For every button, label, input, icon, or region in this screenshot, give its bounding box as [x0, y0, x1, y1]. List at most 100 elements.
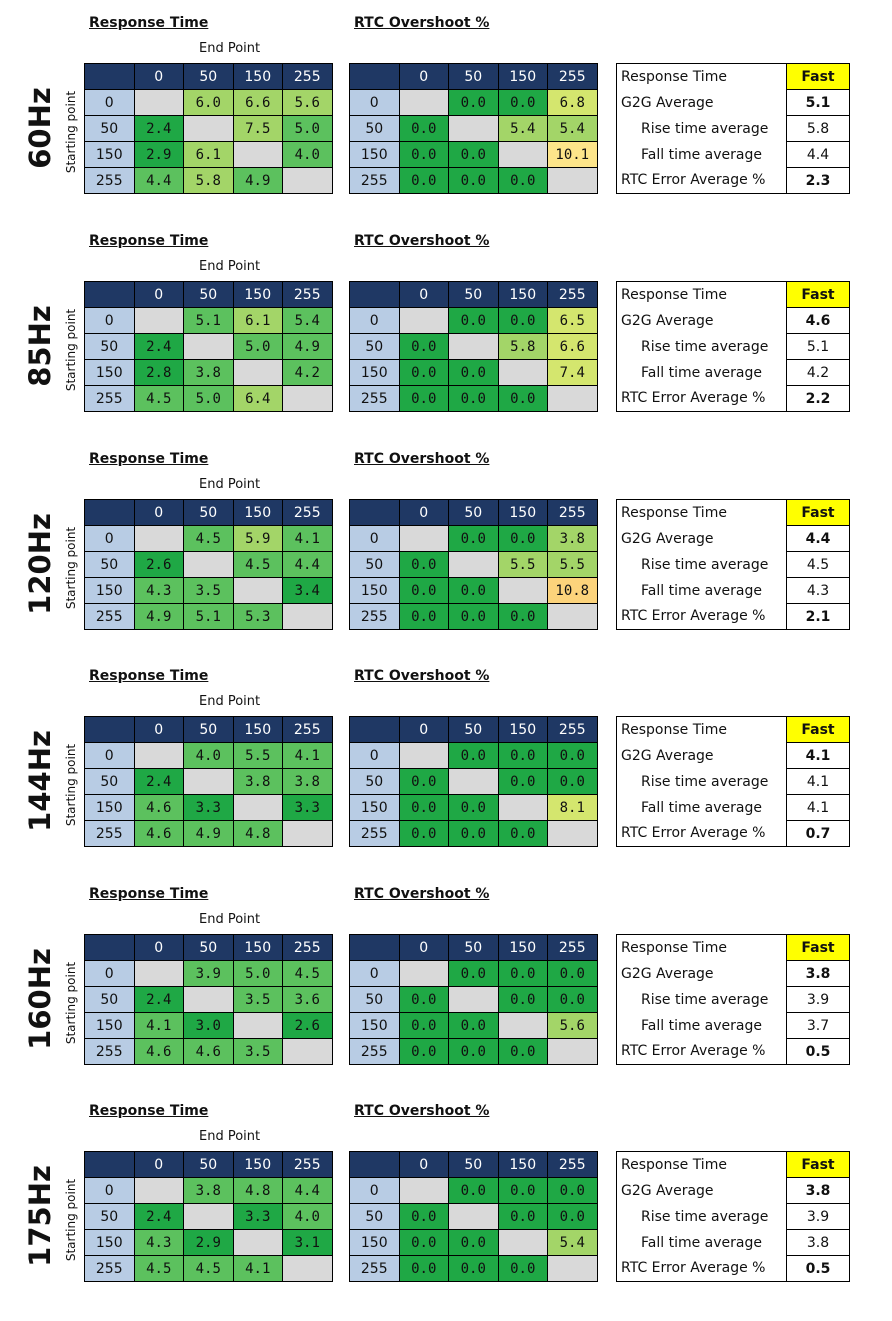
summary-row: Response Time Fast	[616, 281, 850, 308]
summary-row: Fall time average 4.1	[616, 794, 850, 821]
summary-label: G2G Average	[616, 525, 787, 552]
row-header: 0	[84, 525, 135, 552]
rtc-overshoot-heading: RTC Overshoot %	[354, 1103, 490, 1119]
data-row: 0 5.1 6.1 5.4	[84, 307, 333, 334]
overshoot-cell: 6.5	[547, 307, 598, 334]
response-time-cell: 4.8	[232, 1177, 283, 1204]
summary-row: G2G Average 4.6	[616, 307, 850, 334]
column-header: 150	[497, 63, 548, 90]
response-time-cell: 4.3	[133, 1229, 184, 1256]
summary-row: Response Time Fast	[616, 934, 850, 961]
data-row: 50 0.0 0.0 0.0	[349, 1203, 598, 1230]
summary-row: Response Time Fast	[616, 1151, 850, 1178]
summary-label: Rise time average	[616, 768, 787, 795]
column-header: 150	[232, 934, 283, 961]
data-row: 255 4.5 4.5 4.1	[84, 1255, 333, 1282]
row-header: 150	[84, 1012, 135, 1039]
data-row: 150 0.0 0.0 10.8	[349, 577, 598, 604]
summary-row: Fall time average 3.7	[616, 1012, 850, 1039]
overshoot-cell: 0.0	[398, 820, 449, 847]
summary-value: 4.2	[786, 359, 850, 386]
response-time-cell: 5.8	[183, 167, 234, 194]
data-row: 150 4.3 3.5 3.4	[84, 577, 333, 604]
response-time-cell: 3.9	[183, 960, 234, 987]
summary-value: 2.3	[786, 167, 850, 194]
row-header: 255	[349, 167, 400, 194]
overshoot-table: 0 50 150 255 0 0.0 0.0 0.0 50 0.0 0.0 0.0 150 0.0 0.0 5…	[349, 934, 598, 1065]
response-time-cell: 5.1	[183, 603, 234, 630]
summary-value: 3.8	[786, 1229, 850, 1256]
summary-row: RTC Error Average % 2.1	[616, 603, 850, 630]
overshoot-cell	[448, 333, 499, 360]
column-header: 150	[497, 499, 548, 526]
header-row: 0 50 150 255	[84, 1151, 333, 1178]
response-time-cell: 3.5	[232, 986, 283, 1013]
response-time-cell	[232, 577, 283, 604]
response-time-cell	[232, 141, 283, 168]
overshoot-cell	[497, 794, 548, 821]
header-row: 0 50 150 255	[84, 281, 333, 308]
corner-cell	[349, 63, 400, 90]
response-time-cell: 5.0	[232, 960, 283, 987]
starting-point-label: Starting point	[64, 308, 78, 392]
starting-point-label: Starting point	[64, 90, 78, 174]
row-header: 0	[84, 960, 135, 987]
summary-row: Rise time average 3.9	[616, 1203, 850, 1230]
overshoot-cell: 0.0	[547, 768, 598, 795]
response-time-cell	[133, 1177, 184, 1204]
overshoot-cell: 8.1	[547, 794, 598, 821]
overshoot-cell: 0.0	[497, 960, 548, 987]
summary-label: RTC Error Average %	[616, 820, 787, 847]
overshoot-cell	[547, 603, 598, 630]
response-time-cell: 2.6	[282, 1012, 333, 1039]
data-row: 0 4.5 5.9 4.1	[84, 525, 333, 552]
column-header: 0	[398, 281, 449, 308]
overshoot-cell	[547, 167, 598, 194]
response-time-cell	[183, 115, 234, 142]
column-header: 0	[133, 716, 184, 743]
block-60hz: Response Time RTC Overshoot % End Point 60H…	[0, 15, 892, 233]
data-row: 150 2.9 6.1 4.0	[84, 141, 333, 168]
summary-value: 4.4	[786, 525, 850, 552]
response-time-cell	[282, 1038, 333, 1065]
overshoot-cell: 0.0	[448, 167, 499, 194]
overshoot-cell: 0.0	[398, 1203, 449, 1230]
starting-point-label-wrap: Starting point	[58, 1151, 84, 1281]
response-time-cell: 4.0	[282, 141, 333, 168]
overshoot-cell	[398, 525, 449, 552]
column-header: 0	[398, 63, 449, 90]
summary-row: RTC Error Average % 0.5	[616, 1255, 850, 1282]
summary-label: Rise time average	[616, 551, 787, 578]
corner-cell	[349, 1151, 400, 1178]
response-time-cell: 3.6	[282, 986, 333, 1013]
data-row: 255 0.0 0.0 0.0	[349, 385, 598, 412]
response-time-cell: 5.0	[232, 333, 283, 360]
header-row: 0 50 150 255	[84, 716, 333, 743]
end-point-label: End Point	[199, 259, 261, 274]
overshoot-cell	[448, 768, 499, 795]
column-header: 150	[232, 716, 283, 743]
response-time-cell: 4.9	[232, 167, 283, 194]
column-header: 50	[183, 934, 234, 961]
starting-point-label: Starting point	[64, 526, 78, 610]
summary-value: Fast	[786, 499, 850, 526]
response-time-cell: 4.6	[133, 820, 184, 847]
row-header: 255	[349, 1255, 400, 1282]
overshoot-cell: 0.0	[448, 960, 499, 987]
data-row: 255 4.6 4.6 3.5	[84, 1038, 333, 1065]
data-row: 255 0.0 0.0 0.0	[349, 167, 598, 194]
overshoot-cell: 0.0	[547, 742, 598, 769]
summary-value: 0.7	[786, 820, 850, 847]
overshoot-cell	[497, 577, 548, 604]
overshoot-cell	[448, 551, 499, 578]
overshoot-cell: 0.0	[448, 1177, 499, 1204]
summary-value: 3.9	[786, 1203, 850, 1230]
data-row: 150 4.1 3.0 2.6	[84, 1012, 333, 1039]
overshoot-cell: 0.0	[398, 1255, 449, 1282]
column-header: 150	[232, 1151, 283, 1178]
summary-label: Response Time	[616, 499, 787, 526]
summary-value: 3.8	[786, 1177, 850, 1204]
block-120hz: Response Time RTC Overshoot % End Point 120…	[0, 451, 892, 669]
overshoot-cell: 10.8	[547, 577, 598, 604]
response-time-cell: 4.1	[133, 1012, 184, 1039]
